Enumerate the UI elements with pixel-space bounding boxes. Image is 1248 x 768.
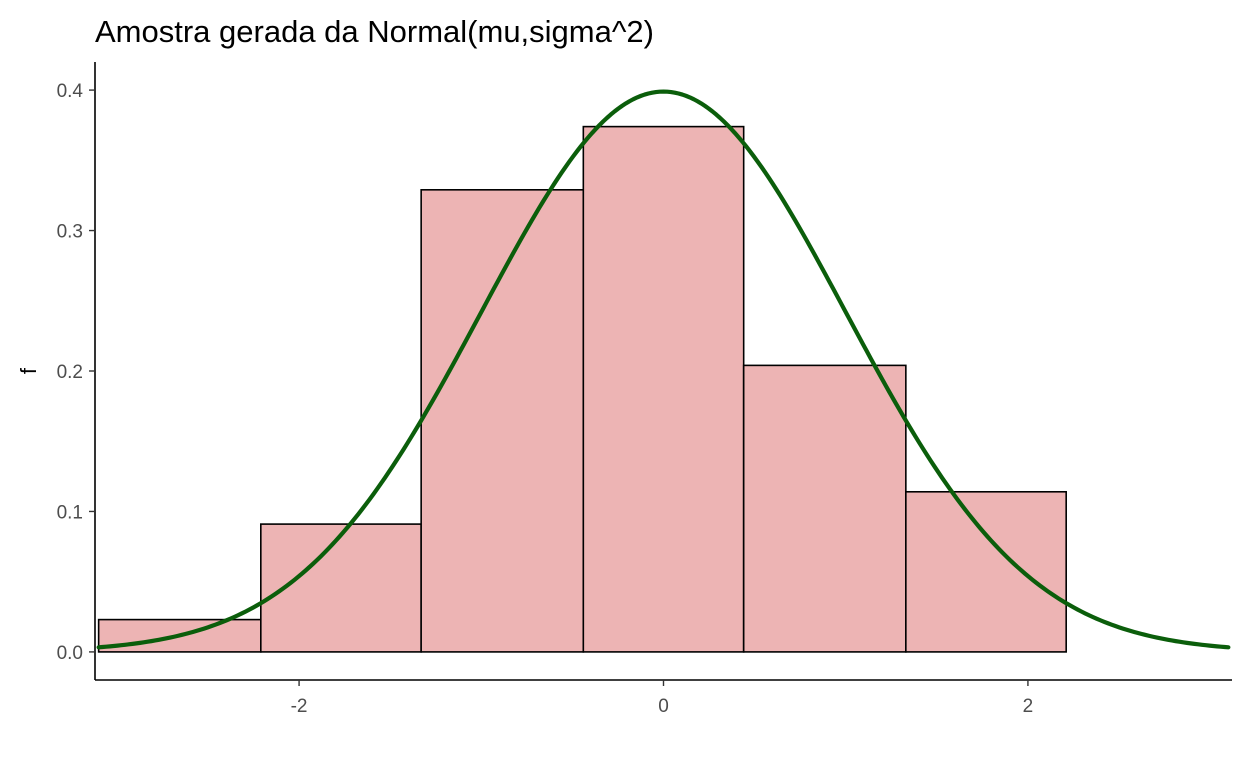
histogram-bar-2 [260, 523, 422, 653]
histogram-bar-5 [742, 364, 907, 653]
y-tick-label: 0.4 [57, 81, 84, 102]
y-tick-label: 0.2 [57, 362, 83, 383]
histogram-bar-3 [420, 189, 585, 653]
normal-density-curve [96, 89, 1231, 650]
chart-title: Amostra gerada da Normal(mu,sigma^2) [95, 14, 654, 49]
histogram-bars [97, 125, 1067, 653]
x-tick-label: -2 [291, 696, 308, 717]
x-tick-label: 0 [658, 696, 669, 717]
x-tick-label: 2 [1023, 696, 1034, 717]
axes: 0.0 0.1 0.2 0.3 0.4 -2 0 2 [57, 62, 1232, 717]
y-tick-label: 0.0 [57, 643, 83, 664]
y-tick-label: 0.3 [57, 222, 83, 243]
y-axis-label: f [16, 367, 41, 374]
histogram-bar-6 [905, 490, 1067, 653]
density-curve-layer [96, 89, 1231, 650]
histogram-bar-4 [582, 125, 745, 653]
y-tick-label: 0.1 [57, 502, 83, 523]
